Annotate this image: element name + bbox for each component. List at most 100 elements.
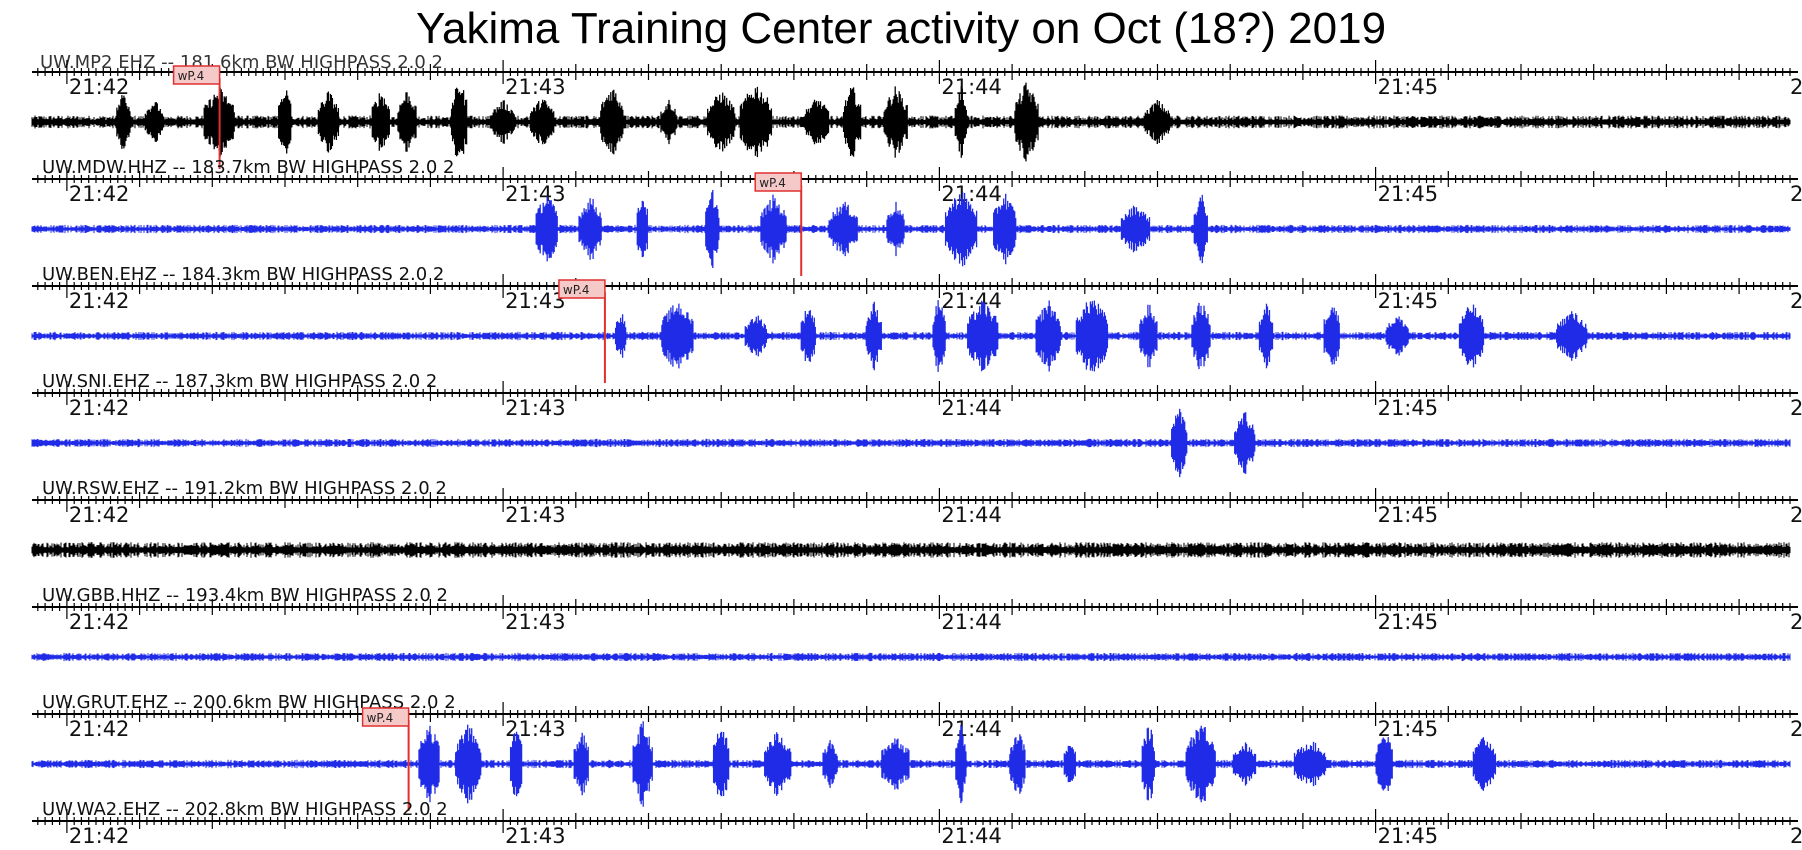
pick-label: wP.4	[759, 176, 786, 190]
waveform-burst	[1063, 745, 1076, 783]
waveform-burst	[317, 91, 340, 153]
pick-marker-box	[172, 65, 221, 85]
waveform-burst	[1385, 316, 1409, 356]
station-label: UW.GBB.HHZ -- 193.4km BW HIGHPASS 2.0 2	[42, 585, 448, 606]
waveform-burst	[1141, 727, 1155, 801]
waveform-burst	[573, 732, 589, 796]
time-tick-label: 21:42	[69, 717, 130, 741]
station-label: UW.RSW.EHZ -- 191.2km BW HIGHPASS 2.0 2	[42, 478, 447, 499]
time-tick-label: 21:44	[941, 717, 1002, 741]
waveform-burst	[490, 100, 515, 144]
waveform-burst	[1458, 304, 1485, 368]
waveform-burst	[203, 87, 235, 157]
waveform-burst	[418, 725, 440, 803]
waveform-burst	[932, 300, 946, 372]
time-axis-ticks	[37, 60, 1791, 84]
pick-marker-box	[754, 172, 802, 192]
time-tick-label: 2	[1790, 396, 1802, 420]
time-tick-label: 21:44	[941, 396, 1002, 420]
waveform-burst	[1234, 412, 1256, 474]
time-tick-label: 21:45	[1378, 610, 1439, 634]
waveform-burst	[509, 731, 523, 797]
pick-label: wP.4	[563, 283, 590, 297]
waveform-burst	[764, 732, 792, 796]
time-tick-label: 21:42	[69, 182, 130, 206]
waveform-burst	[865, 301, 882, 371]
time-axis-ticks	[37, 167, 1791, 191]
waveform-trace	[31, 224, 1791, 234]
waveform-burst	[144, 102, 163, 142]
waveform-trace	[31, 542, 1791, 558]
station-label: UW.MDW.HHZ -- 183.7km BW HIGHPASS 2.0 2	[42, 157, 454, 178]
waveform-burst	[739, 86, 773, 158]
waveform-burst	[828, 201, 858, 257]
waveform-burst	[1472, 737, 1497, 791]
waveform-trace	[31, 331, 1791, 341]
waveform-burst	[600, 89, 624, 155]
waveform-burst	[660, 99, 677, 145]
waveform-burst	[954, 86, 967, 158]
waveform-trace	[31, 652, 1791, 662]
time-tick-label: 21:45	[1378, 503, 1439, 527]
waveform-burst	[881, 738, 910, 790]
waveform-burst	[1075, 300, 1109, 372]
station-label: UW.SNI.EHZ -- 187.3km BW HIGHPASS 2.0 2	[42, 371, 437, 392]
waveform-burst	[278, 90, 292, 154]
time-tick-label: 21:43	[505, 289, 566, 313]
time-tick-label: 21:45	[1378, 75, 1439, 99]
station-label: UW.BEN.EHZ -- 184.3km BW HIGHPASS 2.0 2	[42, 264, 444, 285]
waveform-burst	[1139, 304, 1158, 368]
waveform-burst	[993, 193, 1017, 265]
time-tick-label: 21:44	[941, 289, 1002, 313]
waveform-burst	[614, 314, 627, 358]
time-axis-ticks	[37, 809, 1791, 833]
time-tick-label: 21:43	[505, 503, 566, 527]
time-tick-label: 21:42	[69, 610, 130, 634]
time-tick-label: 21:45	[1378, 289, 1439, 313]
waveform-burst	[1193, 194, 1208, 264]
time-tick-label: 21:44	[941, 610, 1002, 634]
waveform-burst	[886, 201, 905, 257]
waveform-burst	[535, 196, 558, 262]
waveform-burst	[712, 731, 730, 797]
waveform-burst	[530, 99, 555, 145]
time-axis-ticks	[37, 702, 1791, 726]
waveform-burst	[1232, 742, 1257, 786]
waveform-burst	[822, 740, 838, 788]
waveform-burst	[636, 200, 648, 258]
waveform-burst	[1144, 100, 1170, 144]
waveform-burst	[1035, 300, 1061, 372]
time-axis-ticks	[37, 595, 1791, 619]
time-tick-label: 21:45	[1378, 717, 1439, 741]
time-tick-label: 21:45	[1378, 182, 1439, 206]
time-tick-label: 21:43	[505, 824, 566, 848]
waveform-burst	[578, 198, 602, 260]
time-axis-ticks	[37, 488, 1791, 512]
time-tick-label: 2	[1790, 824, 1802, 848]
waveform-burst	[1171, 408, 1188, 478]
time-tick-label: 21:42	[69, 289, 130, 313]
time-tick-label: 21:43	[505, 75, 566, 99]
waveform-burst	[707, 92, 736, 152]
time-tick-label: 21:43	[505, 182, 566, 206]
waveform-burst	[1185, 725, 1216, 803]
waveform-burst	[744, 315, 767, 357]
waveform-burst	[1258, 303, 1274, 369]
time-tick-label: 21:43	[505, 396, 566, 420]
waveform-trace	[31, 115, 1791, 129]
waveform-trace	[31, 438, 1791, 448]
time-tick-label: 2	[1790, 289, 1802, 313]
pick-label: wP.4	[178, 69, 205, 83]
station-label: UW.GRUT.EHZ -- 200.6km BW HIGHPASS 2.0 2	[42, 692, 456, 713]
time-tick-label: 21:45	[1378, 396, 1439, 420]
pick-label: wP.4	[367, 711, 394, 725]
waveform-burst	[632, 721, 653, 807]
waveform-burst	[455, 724, 482, 804]
waveform-trace	[31, 759, 1791, 769]
time-axis-ticks	[37, 274, 1791, 298]
waveform-burst	[116, 95, 131, 149]
time-tick-label: 21:44	[941, 824, 1002, 848]
pick-marker-box	[558, 279, 606, 299]
waveform-burst	[1293, 741, 1327, 787]
